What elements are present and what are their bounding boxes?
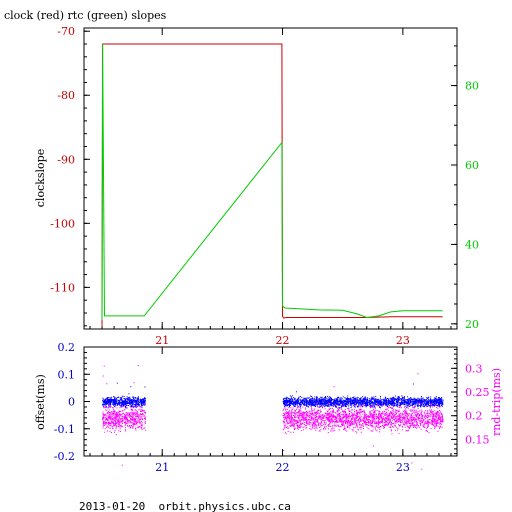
top-right-tick-label: 60 — [465, 159, 479, 172]
top-left-tick-label: -100 — [50, 217, 75, 230]
top-series-1-line — [101, 43, 443, 320]
bottom-plot: 0.2 0.1 0 -0.1 -0.2 0.3 0.25 0.2 0.15 21 22 23 of… — [34, 341, 503, 474]
top-left-tick-label: -110 — [50, 281, 75, 294]
chart-title: clock (red) rtc (green) slopes — [4, 9, 167, 22]
bottom-left-tick-label: 0.1 — [58, 368, 76, 381]
bottom-left-tick-label: 0.2 — [58, 341, 76, 354]
bottom-right-axis: 0.3 0.25 0.2 0.15 — [451, 348, 490, 455]
top-right-axis: 80 60 40 20 — [451, 45, 479, 331]
bottom-left-axis-label: offset(ms) — [34, 374, 47, 430]
top-left-tick-label: -90 — [57, 153, 75, 166]
bottom-right-axis-label: rnd-trip(ms) — [490, 368, 503, 436]
top-right-tick-label: 80 — [465, 80, 479, 93]
bottom-left-tick-label: -0.1 — [54, 423, 75, 436]
bottom-left-tick-label: -0.2 — [54, 450, 75, 463]
top-series-0-line — [101, 43, 443, 326]
top-x-tick-label: 21 — [155, 334, 169, 347]
top-series-group — [101, 43, 443, 326]
bottom-right-tick-label: 0.3 — [465, 362, 483, 375]
top-right-tick-label: 40 — [465, 238, 479, 251]
top-left-axis: -70 -80 -90 -100 -110 — [50, 25, 90, 327]
bottom-series-1-points-0 — [102, 365, 147, 466]
footer-text: 2013-01-20 orbit.physics.ubc.ca — [79, 500, 291, 512]
bottom-series-0-points-1 — [282, 383, 444, 423]
bottom-left-axis: 0.2 0.1 0 -0.1 -0.2 — [54, 341, 90, 463]
bottom-x-tick-label: 22 — [276, 461, 290, 474]
bottom-x-tick-label: 23 — [396, 461, 410, 474]
bottom-right-tick-label: 0.25 — [465, 386, 490, 399]
bottom-series-1-points-1 — [282, 373, 444, 470]
bottom-series-group — [102, 365, 444, 470]
top-right-tick-label: 20 — [465, 318, 479, 331]
top-plot: -70 -80 -90 -100 -110 80 60 40 20 21 22 23 clocks… — [34, 25, 479, 347]
top-left-tick-label: -80 — [57, 89, 75, 102]
top-x-tick-label: 23 — [396, 334, 410, 347]
top-left-axis-label: clockslope — [34, 149, 47, 207]
top-x-axis: 21 22 23 — [89, 28, 452, 347]
bottom-x-tick-label: 21 — [155, 461, 169, 474]
top-left-tick-label: -70 — [57, 25, 75, 38]
bottom-right-tick-label: 0.2 — [465, 410, 483, 423]
bottom-right-tick-label: 0.15 — [465, 433, 490, 446]
bottom-left-tick-label: 0 — [68, 396, 75, 409]
top-x-tick-label: 22 — [276, 334, 290, 347]
top-plot-frame — [83, 27, 458, 330]
bottom-x-axis: 21 22 23 — [89, 347, 452, 474]
